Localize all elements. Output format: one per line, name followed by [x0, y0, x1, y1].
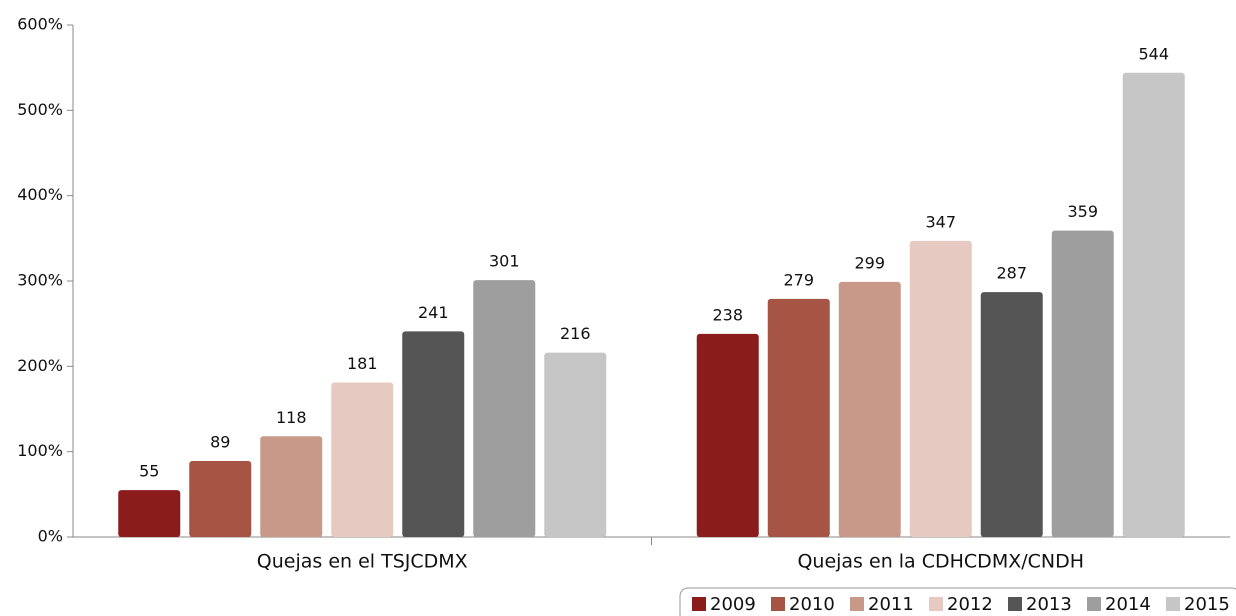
legend-swatch: [1087, 597, 1101, 611]
value-label: 216: [560, 324, 591, 343]
y-tick-label: 100%: [17, 441, 63, 460]
bar: [1051, 230, 1114, 538]
legend-label: 2013: [1026, 594, 1072, 615]
value-label: 89: [210, 433, 230, 452]
value-label: 359: [1067, 202, 1098, 221]
bar: [118, 490, 181, 537]
y-tick-label: 300%: [17, 271, 63, 290]
y-tick-label: 500%: [17, 100, 63, 119]
value-label: 241: [418, 303, 449, 322]
bar: [402, 331, 465, 537]
legend-swatch: [692, 597, 706, 611]
value-label: 544: [1138, 44, 1169, 63]
bar: [1122, 72, 1185, 537]
legend-swatch: [771, 597, 785, 611]
value-label: 287: [996, 264, 1027, 283]
legend-swatch: [929, 597, 943, 611]
value-label: 118: [276, 408, 307, 427]
y-tick-label: 400%: [17, 185, 63, 204]
value-label: 181: [347, 354, 378, 373]
bar: [331, 382, 394, 537]
bar: [980, 292, 1043, 537]
y-tick-label: 0%: [38, 527, 63, 546]
value-label: 55: [139, 462, 159, 481]
y-tick-label: 200%: [17, 356, 63, 375]
legend-label: 2011: [868, 594, 914, 615]
value-label: 238: [712, 305, 743, 324]
legend-swatch: [1008, 597, 1022, 611]
y-tick-label: 600%: [17, 15, 63, 34]
bar: [260, 436, 323, 537]
x-tick-label: Quejas en la CDHCDMX/CNDH: [797, 551, 1084, 573]
legend-label: 2010: [789, 594, 835, 615]
value-label: 279: [783, 270, 814, 289]
value-label: 299: [854, 253, 885, 272]
bar: [189, 461, 252, 537]
legend-label: 2014: [1105, 594, 1151, 615]
bar: [767, 298, 830, 537]
value-label: 347: [925, 212, 956, 231]
bar: [909, 240, 972, 538]
legend-label: 2009: [710, 594, 756, 615]
legend-swatch: [1166, 597, 1180, 611]
bar: [544, 352, 607, 537]
bar: [473, 280, 536, 537]
bar: [696, 333, 759, 537]
legend-label: 2015: [1184, 594, 1230, 615]
legend-swatch: [850, 597, 864, 611]
value-label: 301: [489, 252, 520, 271]
bar: [838, 281, 901, 537]
legend-label: 2012: [947, 594, 993, 615]
x-tick-label: Quejas en el TSJCDMX: [257, 551, 468, 573]
